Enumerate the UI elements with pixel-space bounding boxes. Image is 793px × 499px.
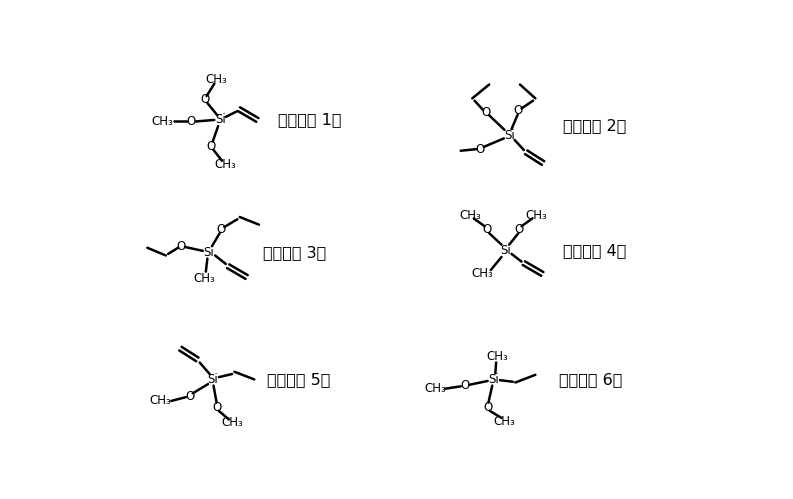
Text: CH₃: CH₃: [424, 382, 446, 395]
Text: CH₃: CH₃: [193, 272, 215, 285]
Text: CH₃: CH₃: [221, 416, 243, 429]
Text: Si: Si: [208, 373, 218, 386]
Text: O: O: [212, 401, 221, 414]
Text: CH₃: CH₃: [205, 73, 228, 86]
Text: （化合物 6）: （化合物 6）: [559, 372, 623, 387]
Text: O: O: [482, 223, 492, 236]
Text: CH₃: CH₃: [487, 350, 508, 363]
Text: O: O: [460, 379, 469, 392]
Text: O: O: [475, 143, 485, 156]
Text: CH₃: CH₃: [150, 395, 171, 408]
Text: CH₃: CH₃: [214, 158, 236, 171]
Text: O: O: [514, 104, 523, 117]
Text: O: O: [207, 140, 216, 153]
Text: O: O: [201, 93, 209, 106]
Text: CH₃: CH₃: [471, 267, 493, 280]
Text: CH₃: CH₃: [525, 209, 547, 222]
Text: O: O: [216, 223, 226, 236]
Text: Si: Si: [204, 246, 214, 259]
Text: （化合物 2）: （化合物 2）: [563, 119, 626, 134]
Text: （化合物 4）: （化合物 4）: [563, 244, 626, 258]
Text: Si: Si: [488, 373, 499, 386]
Text: O: O: [481, 106, 491, 119]
Text: （化合物 1）: （化合物 1）: [278, 112, 342, 127]
Text: O: O: [185, 390, 194, 403]
Text: CH₃: CH₃: [494, 415, 515, 428]
Text: Si: Si: [504, 129, 515, 142]
Text: （化合物 3）: （化合物 3）: [262, 245, 326, 260]
Text: CH₃: CH₃: [151, 115, 173, 128]
Text: O: O: [186, 115, 196, 128]
Text: O: O: [177, 240, 186, 252]
Text: CH₃: CH₃: [459, 209, 481, 222]
Text: O: O: [483, 401, 492, 414]
Text: O: O: [515, 223, 524, 236]
Text: Si: Si: [215, 113, 226, 126]
Text: Si: Si: [500, 245, 511, 257]
Text: （化合物 5）: （化合物 5）: [266, 372, 330, 387]
